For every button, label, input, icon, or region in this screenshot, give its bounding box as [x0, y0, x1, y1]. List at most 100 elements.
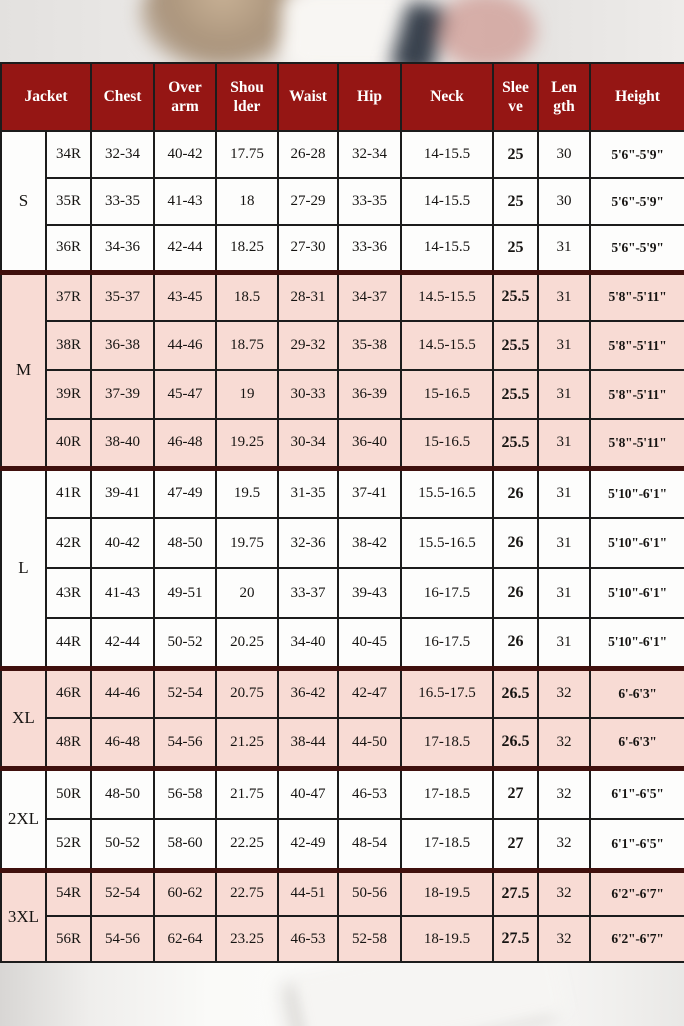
column-header-shoulder: Shou lder — [215, 62, 280, 132]
chest-cell: 35-37 — [90, 269, 156, 322]
group-label-xl: XL — [0, 665, 47, 769]
waist-cell: 33-37 — [277, 567, 340, 619]
jacket-size-cell: 40R — [44, 418, 93, 469]
length-cell: 32 — [537, 915, 592, 963]
overarm-cell: 52-54 — [153, 665, 218, 719]
neck-cell: 14-15.5 — [400, 130, 495, 179]
waist-cell: 44-51 — [277, 867, 340, 917]
column-header-length: Len gth — [537, 62, 592, 132]
size-row-41r: L 41R 39-41 47-49 19.5 31-35 37-41 15.5-16.5 26 3… — [0, 465, 684, 669]
overarm-cell: 45-47 — [153, 369, 218, 420]
suit-size-chart-table: Jacket Chest Over arm Shou lder Waist Hip Neck… — [0, 62, 684, 963]
column-header-waist: Waist — [277, 62, 340, 132]
size-row-52r: 52R 50-52 58-60 22.25 42-49 48-54 17-18.5 27 32 6… — [1, 818, 684, 871]
hip-cell: 42-47 — [337, 665, 403, 719]
chest-cell: 54-56 — [90, 915, 156, 963]
jacket-size-cell: 50R — [44, 765, 93, 820]
group-label-l: L — [0, 465, 47, 669]
height-cell: 5'10"-6'1" — [589, 617, 684, 669]
neck-cell: 18-19.5 — [400, 867, 495, 917]
size-row-54r: 3XL 54R 52-54 60-62 22.75 44-51 50-56 18-19.5 27… — [0, 867, 684, 963]
hip-cell: 39-43 — [337, 567, 403, 619]
hip-cell: 35-38 — [337, 320, 403, 371]
waist-cell: 34-40 — [277, 617, 340, 669]
chest-cell: 39-41 — [90, 465, 156, 519]
height-cell: 5'6"-5'9" — [589, 130, 684, 179]
sleeve-cell: 26 — [492, 517, 540, 569]
sleeve-cell: 25 — [492, 177, 540, 226]
jacket-size-cell: 54R — [44, 867, 93, 917]
sleeve-cell: 26 — [492, 617, 540, 669]
group-label-s: S — [0, 130, 47, 273]
background-photo-top — [0, 0, 684, 62]
height-cell: 5'10"-6'1" — [589, 517, 684, 569]
shoulder-cell: 22.25 — [215, 818, 280, 871]
jacket-size-cell: 34R — [44, 130, 93, 179]
shoulder-cell: 17.75 — [215, 130, 280, 179]
waist-cell: 30-34 — [277, 418, 340, 469]
neck-cell: 14-15.5 — [400, 224, 495, 273]
chest-cell: 52-54 — [90, 867, 156, 917]
group-label-m: M — [0, 269, 47, 469]
height-cell: 5'6"-5'9" — [589, 224, 684, 273]
hip-cell: 46-53 — [337, 765, 403, 820]
photo-shirt-fold — [293, 963, 567, 1026]
jacket-size-cell: 37R — [44, 269, 93, 322]
waist-cell: 30-33 — [277, 369, 340, 420]
waist-cell: 27-30 — [277, 224, 340, 273]
chest-cell: 32-34 — [90, 130, 156, 179]
header-row: Jacket Chest Over arm Shou lder Waist Hip Neck… — [0, 62, 684, 132]
shoulder-cell: 19.5 — [215, 465, 280, 519]
chest-cell: 36-38 — [90, 320, 156, 371]
shoulder-cell: 20.25 — [215, 617, 280, 669]
overarm-cell: 48-50 — [153, 517, 218, 569]
hip-cell: 34-37 — [337, 269, 403, 322]
group-label-3xl: 3XL — [0, 867, 47, 963]
waist-cell: 32-36 — [277, 517, 340, 569]
size-row-35r: 35R 33-35 41-43 18 27-29 33-35 14-15.5 25 30 5'6"… — [1, 177, 684, 226]
jacket-size-cell: 39R — [44, 369, 93, 420]
hip-cell: 38-42 — [337, 517, 403, 569]
shoulder-cell: 19.25 — [215, 418, 280, 469]
height-cell: 5'8"-5'11" — [589, 369, 684, 420]
neck-cell: 14-15.5 — [400, 177, 495, 226]
height-cell: 5'8"-5'11" — [589, 320, 684, 371]
shoulder-cell: 20.75 — [215, 665, 280, 719]
shoulder-cell: 21.25 — [215, 717, 280, 769]
size-row-44r: 44R 42-44 50-52 20.25 34-40 40-45 16-17.5 26 31 5… — [1, 617, 684, 669]
sleeve-cell: 26 — [492, 567, 540, 619]
overarm-cell: 56-58 — [153, 765, 218, 820]
overarm-cell: 43-45 — [153, 269, 218, 322]
neck-cell: 17-18.5 — [400, 818, 495, 871]
waist-cell: 31-35 — [277, 465, 340, 519]
jacket-size-cell: 46R — [44, 665, 93, 719]
length-cell: 32 — [537, 867, 592, 917]
waist-cell: 42-49 — [277, 818, 340, 871]
length-cell: 32 — [537, 717, 592, 769]
neck-cell: 14.5-15.5 — [400, 320, 495, 371]
hip-cell: 50-56 — [337, 867, 403, 917]
chest-cell: 38-40 — [90, 418, 156, 469]
neck-cell: 15-16.5 — [400, 418, 495, 469]
size-row-38r: 38R 36-38 44-46 18.75 29-32 35-38 14.5-15.5 25.… — [1, 320, 684, 371]
sleeve-cell: 26.5 — [492, 717, 540, 769]
neck-cell: 14.5-15.5 — [400, 269, 495, 322]
height-cell: 6'2"-6'7" — [589, 915, 684, 963]
chest-cell: 33-35 — [90, 177, 156, 226]
column-header-height: Height — [589, 62, 684, 132]
size-row-36r: 36R 34-36 42-44 18.25 27-30 33-36 14-15.5 25 31 5… — [1, 224, 684, 273]
shoulder-cell: 22.75 — [215, 867, 280, 917]
chest-cell: 48-50 — [90, 765, 156, 820]
column-header-hip: Hip — [337, 62, 403, 132]
length-cell: 32 — [537, 765, 592, 820]
height-cell: 6'-6'3" — [589, 717, 684, 769]
chest-cell: 42-44 — [90, 617, 156, 669]
sleeve-cell: 25 — [492, 130, 540, 179]
jacket-size-cell: 36R — [44, 224, 93, 273]
size-row-39r: 39R 37-39 45-47 19 30-33 36-39 15-16.5 25.5 31 5'… — [1, 369, 684, 420]
length-cell: 32 — [537, 818, 592, 871]
jacket-size-cell: 44R — [44, 617, 93, 669]
neck-cell: 16-17.5 — [400, 567, 495, 619]
jacket-size-cell: 43R — [44, 567, 93, 619]
length-cell: 31 — [537, 617, 592, 669]
